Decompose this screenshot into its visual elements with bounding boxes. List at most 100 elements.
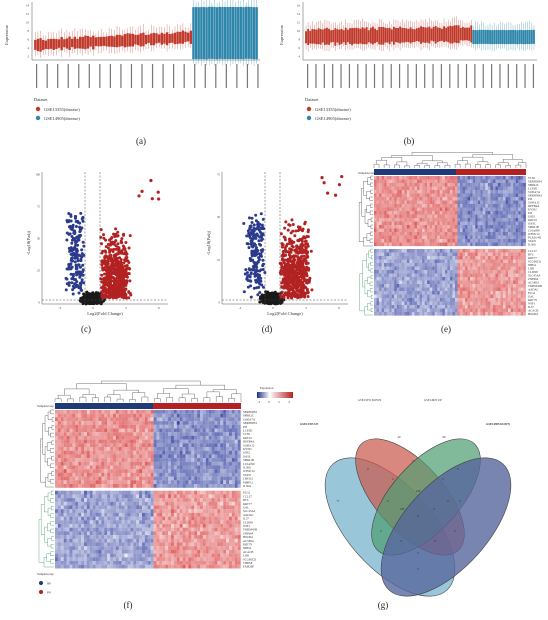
- point-down: [258, 269, 262, 273]
- point-up: [101, 249, 105, 253]
- point-up: [289, 263, 293, 267]
- point-down: [78, 281, 82, 285]
- point-down: [73, 240, 77, 244]
- y-tick-label: 50: [37, 237, 41, 241]
- box: [168, 34, 171, 44]
- box: [113, 36, 116, 48]
- point-down: [257, 258, 261, 262]
- point-down: [247, 246, 251, 250]
- point-up: [301, 294, 305, 298]
- point-down: [261, 285, 265, 289]
- box: [197, 7, 200, 60]
- point-up: [103, 294, 107, 298]
- point-up: [120, 280, 124, 284]
- point-up: [291, 294, 295, 298]
- point-up: [114, 264, 118, 268]
- gene-label: GJB2: [243, 451, 250, 455]
- venn-count: 0: [442, 477, 444, 481]
- point-down: [258, 230, 262, 234]
- point-up: [333, 193, 338, 197]
- y-tick-label: 6: [28, 38, 30, 42]
- box: [349, 28, 351, 44]
- point-down: [250, 254, 254, 258]
- point-up: [302, 254, 306, 258]
- box: [305, 31, 307, 44]
- point-up: [114, 294, 118, 298]
- box: [84, 35, 87, 50]
- gene-label: KRT16: [243, 436, 252, 440]
- box: [189, 30, 192, 44]
- point-up: [299, 249, 303, 253]
- point-up: [99, 277, 103, 281]
- point-up: [289, 255, 293, 259]
- point-up: [125, 281, 129, 285]
- point-ns: [91, 296, 95, 300]
- box: [39, 38, 42, 52]
- point-down: [259, 212, 263, 216]
- box: [382, 26, 385, 45]
- point-down: [74, 252, 78, 256]
- point-up: [125, 266, 129, 270]
- point-down: [251, 245, 255, 249]
- point-up: [302, 257, 306, 261]
- point-down: [260, 237, 264, 241]
- y-tick-label: 100: [36, 173, 41, 177]
- venn-counts: 77 40 98 0 0 17 0 0 246 0 0 0 0 0 108 0 0 37 0 0 0: [337, 435, 462, 571]
- point-down: [68, 263, 72, 267]
- point-up: [298, 245, 302, 249]
- gene-label: OASL: [528, 221, 536, 225]
- venn-label-1: GSE13355 UP: [300, 422, 318, 426]
- point-up: [296, 260, 300, 264]
- point-up: [124, 287, 128, 291]
- gene-label: PI3: [528, 197, 533, 201]
- gene-label: LOR: [528, 266, 534, 270]
- box: [510, 30, 512, 45]
- point-up: [310, 288, 314, 292]
- point-down: [250, 249, 254, 253]
- point-down: [72, 286, 76, 290]
- box: [311, 29, 314, 44]
- point-down: [69, 272, 73, 276]
- box: [430, 28, 433, 41]
- sample-label-mark: [130, 64, 133, 88]
- point-down: [252, 223, 256, 227]
- point-ns: [85, 290, 89, 294]
- point-down: [258, 291, 262, 295]
- point-down: [73, 232, 77, 236]
- point-down: [69, 246, 73, 250]
- point-up: [102, 233, 106, 237]
- box: [386, 28, 389, 43]
- box: [42, 39, 45, 50]
- point-down: [75, 273, 79, 277]
- point-down: [65, 277, 69, 281]
- point-down: [78, 275, 82, 279]
- point-up: [307, 277, 311, 281]
- sample-label-mark: [315, 64, 317, 88]
- point-up: [100, 293, 104, 297]
- venn-count: 0: [459, 499, 461, 503]
- sample-label-mark: [141, 64, 143, 88]
- box: [78, 36, 82, 49]
- y-tick-label: 50: [217, 215, 221, 219]
- panel-a-yticks: 2 4 6 8 10 12 14: [26, 4, 30, 59]
- point-up: [116, 281, 120, 285]
- panel-e-samplegroup-label: SampleGroup: [358, 171, 375, 175]
- box: [157, 34, 161, 43]
- point-up: [108, 267, 112, 271]
- sample-label-mark: [78, 64, 80, 88]
- box: [118, 34, 121, 47]
- sample-label-mark: [449, 64, 451, 88]
- gene-label: IL36A: [243, 484, 252, 488]
- box: [432, 26, 435, 42]
- point-down: [245, 234, 249, 238]
- box: [367, 30, 370, 43]
- panel-f-expression-gradient: [257, 392, 293, 398]
- gene-label: PLA2G4D: [528, 235, 542, 239]
- box: [139, 33, 142, 47]
- box: [73, 36, 77, 49]
- point-up: [302, 274, 306, 278]
- point-up: [288, 280, 292, 284]
- gene-label: SLC45A4: [243, 509, 256, 513]
- box: [100, 36, 103, 47]
- point-down: [74, 270, 78, 274]
